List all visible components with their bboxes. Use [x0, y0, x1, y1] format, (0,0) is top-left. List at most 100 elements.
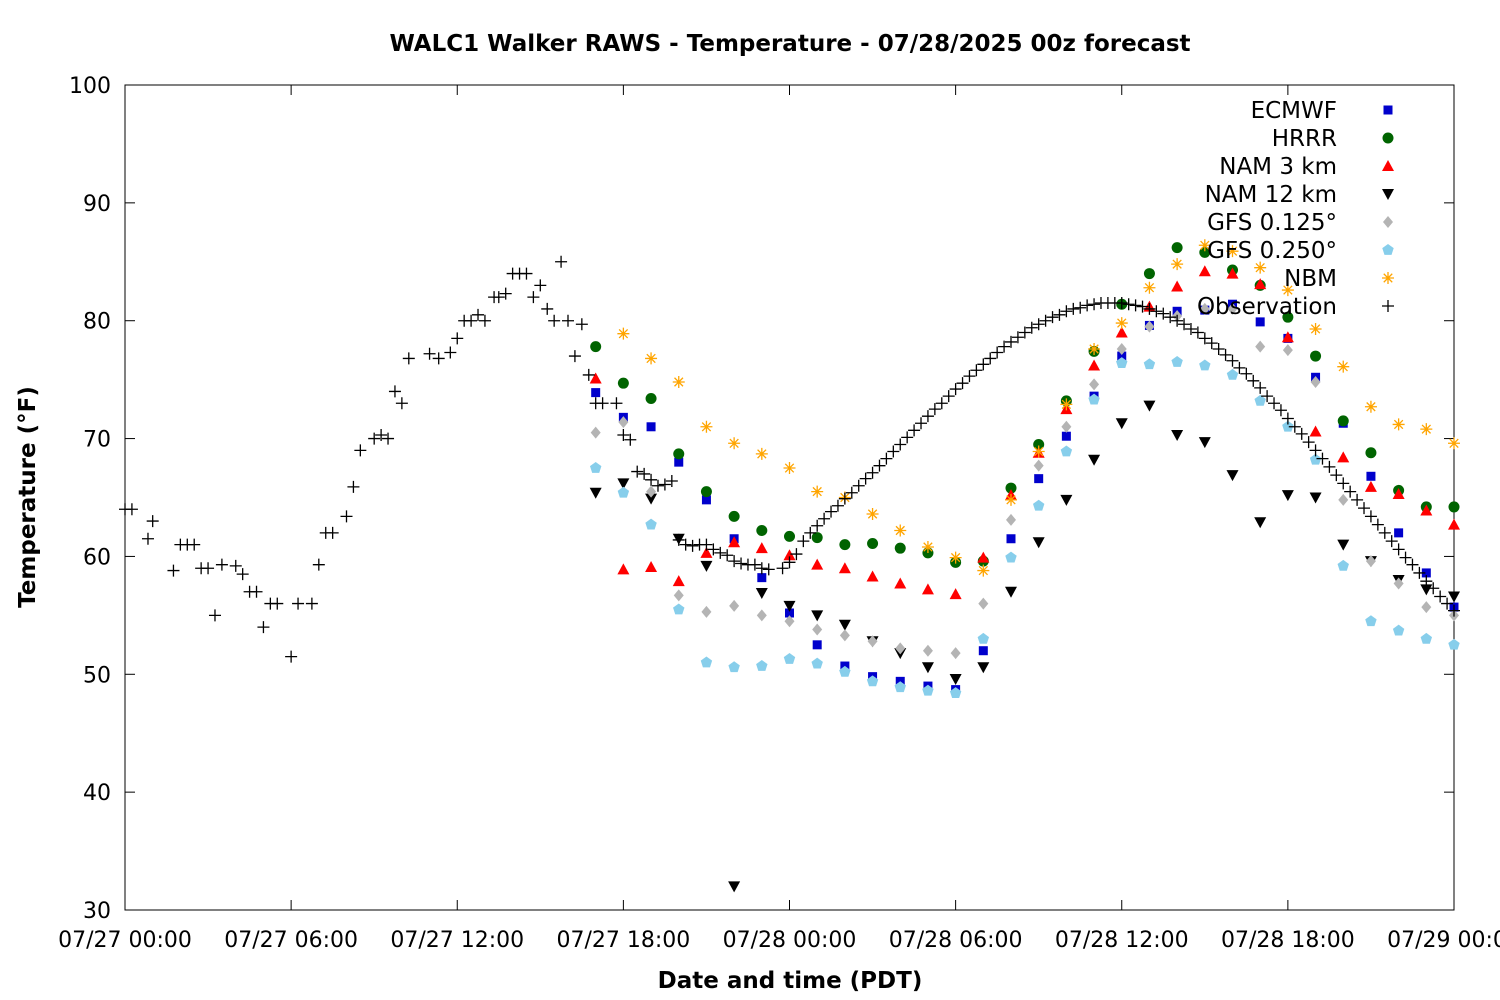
- point-nam-3-km: [1337, 451, 1350, 463]
- point-nbm: [700, 420, 713, 433]
- point-gfs-0-250: [728, 661, 740, 673]
- chart-title: WALC1 Walker RAWS - Temperature - 07/28/…: [389, 31, 1190, 57]
- point-observation: [984, 352, 997, 365]
- point-nbm: [1281, 284, 1294, 297]
- point-nbm: [1088, 343, 1101, 355]
- point-observation: [388, 385, 401, 398]
- point-ecmwf: [701, 495, 711, 505]
- point-observation: [444, 346, 457, 359]
- point-observation: [1330, 469, 1343, 482]
- point-observation: [1316, 452, 1329, 465]
- point-observation: [970, 364, 983, 377]
- point-observation: [541, 302, 554, 315]
- point-observation: [645, 473, 658, 486]
- point-observation: [1420, 575, 1433, 588]
- point-observation: [271, 597, 284, 610]
- point-gfs-0-125: [1421, 601, 1432, 614]
- point-gfs-0-125: [1089, 378, 1100, 391]
- point-observation: [1240, 367, 1253, 380]
- point-nbm: [672, 376, 685, 388]
- point-ecmwf: [1061, 431, 1071, 441]
- point-hrrr: [590, 341, 602, 353]
- point-observation: [562, 314, 574, 327]
- point-nam-3-km: [672, 575, 685, 587]
- point-nam-3-km: [645, 561, 658, 573]
- point-gfs-0-125: [729, 599, 740, 612]
- point-gfs-0-125: [1199, 302, 1210, 315]
- point-observation: [1337, 477, 1350, 490]
- point-observation: [1378, 526, 1391, 539]
- point-gfs-0-250: [922, 684, 934, 696]
- point-nam-12-km: [811, 610, 824, 622]
- point-observation: [845, 486, 858, 499]
- point-nam-12-km: [921, 662, 934, 674]
- point-nam-12-km: [1281, 490, 1294, 502]
- point-observation: [1143, 302, 1156, 315]
- point-nam-3-km: [1254, 278, 1267, 290]
- point-observation: [1233, 361, 1246, 374]
- point-nam-12-km: [838, 619, 851, 631]
- point-gfs-0-250: [1448, 638, 1460, 650]
- point-observation: [617, 429, 630, 442]
- point-ecmwf: [1394, 528, 1404, 538]
- point-observation: [991, 346, 1004, 359]
- point-nam-3-km: [1281, 331, 1294, 343]
- point-nam-12-km: [755, 587, 768, 599]
- point-observation: [977, 358, 990, 371]
- point-observation: [1088, 298, 1101, 311]
- point-observation: [755, 562, 768, 575]
- point-observation: [326, 526, 339, 539]
- x-axis-label: Date and time (PDT): [658, 968, 923, 994]
- point-ecmwf: [674, 457, 684, 467]
- series-nam-12-km: [589, 400, 1460, 893]
- point-observation: [949, 383, 962, 396]
- legend-marker-nam-12-km: [1382, 189, 1394, 200]
- point-observation: [340, 510, 353, 523]
- point-nbm: [1254, 261, 1267, 274]
- point-hrrr: [1171, 242, 1183, 254]
- point-gfs-0-125: [1061, 420, 1072, 433]
- point-gfs-0-250: [811, 657, 823, 669]
- point-gfs-0-250: [1143, 358, 1156, 370]
- x-tick-label: 07/29 00:00: [1387, 928, 1500, 953]
- point-nam-12-km: [949, 674, 962, 685]
- point-nam-12-km: [1198, 437, 1211, 449]
- point-gfs-0-250: [1060, 445, 1073, 457]
- point-observation: [956, 377, 969, 390]
- point-observation: [1295, 427, 1308, 440]
- legend-label-ecmwf: ECMWF: [1251, 98, 1337, 124]
- point-hrrr: [645, 393, 657, 404]
- point-observation: [1129, 299, 1142, 312]
- point-nam-12-km: [1420, 584, 1433, 596]
- point-observation: [1081, 299, 1094, 312]
- point-observation: [714, 546, 727, 559]
- point-gfs-0-125: [922, 644, 933, 657]
- x-tick-label: 07/28 00:00: [723, 928, 857, 953]
- point-observation: [202, 562, 215, 575]
- point-observation: [721, 549, 734, 562]
- point-observation: [215, 558, 228, 571]
- point-nbm: [1448, 437, 1460, 450]
- point-nam-3-km: [866, 570, 879, 582]
- point-gfs-0-125: [1006, 513, 1016, 526]
- point-hrrr: [839, 539, 851, 551]
- point-gfs-0-250: [977, 632, 990, 644]
- point-observation: [492, 291, 505, 304]
- point-hrrr: [617, 377, 629, 389]
- point-nam-3-km: [1171, 280, 1184, 292]
- point-gfs-0-125: [895, 642, 906, 655]
- point-observation: [1448, 604, 1460, 617]
- point-observation: [1406, 558, 1419, 571]
- point-nbm: [783, 462, 796, 475]
- point-nam-3-km: [755, 542, 768, 554]
- point-observation: [1274, 404, 1287, 417]
- point-nbm: [811, 485, 824, 498]
- point-gfs-0-250: [589, 462, 602, 473]
- point-nbm: [755, 447, 768, 460]
- point-observation: [707, 543, 720, 556]
- point-observation: [257, 621, 270, 634]
- y-tick-label: 30: [83, 899, 111, 924]
- series-observation: [119, 255, 1460, 663]
- point-observation: [624, 433, 637, 446]
